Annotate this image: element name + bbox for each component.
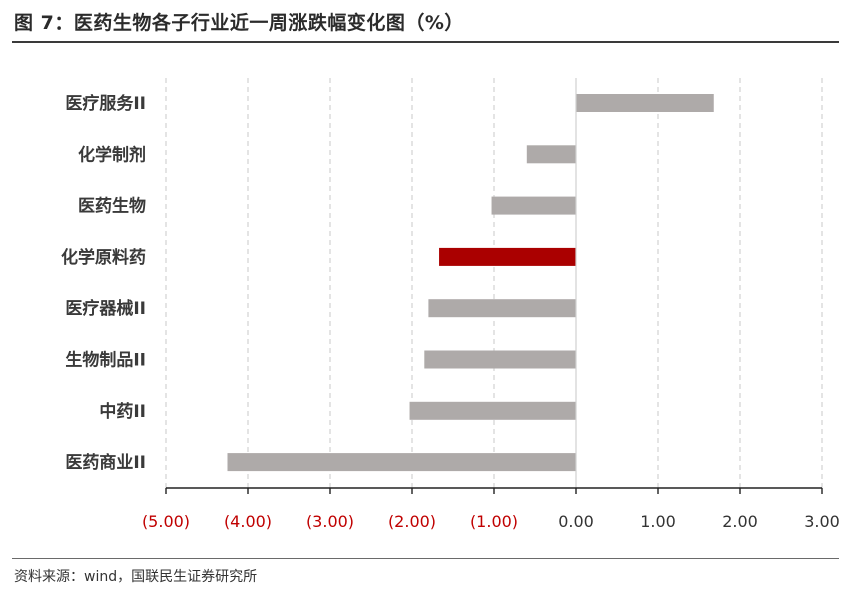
bar <box>576 94 714 112</box>
x-tick-label: 1.00 <box>640 512 676 531</box>
x-tick-label: (5.00) <box>142 512 190 531</box>
bar <box>409 401 576 420</box>
bar <box>424 350 576 369</box>
x-tick-label: 3.00 <box>804 512 840 531</box>
x-tick-label: 0.00 <box>558 512 594 531</box>
source-note: 资料来源：wind，国联民生证券研究所 <box>14 569 258 585</box>
bars <box>227 94 714 472</box>
category-label: 生物制品II <box>65 350 146 371</box>
bar <box>491 196 576 215</box>
axes <box>165 78 823 494</box>
x-tick-label: 2.00 <box>722 512 758 531</box>
category-label: 中药II <box>99 401 146 422</box>
bottom-rule <box>12 558 839 559</box>
category-label: 化学原料药 <box>61 247 146 268</box>
bar <box>428 299 576 318</box>
figure-title: 图 7：医药生物各子行业近一周涨跌幅变化图（%） <box>14 12 464 34</box>
gridlines <box>165 78 823 488</box>
category-label: 医药商业II <box>65 452 146 473</box>
category-label: 医疗器械II <box>65 298 146 319</box>
x-tick-label: (1.00) <box>470 512 518 531</box>
bar <box>227 453 576 472</box>
title-rule <box>12 41 839 43</box>
x-tick-label: (3.00) <box>306 512 354 531</box>
x-tick-label: (2.00) <box>388 512 436 531</box>
category-label: 医疗服务II <box>65 93 146 114</box>
category-label: 化学制剂 <box>78 144 146 165</box>
bar <box>526 145 576 164</box>
x-tick-label: (4.00) <box>224 512 272 531</box>
category-label: 医药生物 <box>78 196 146 217</box>
bar <box>439 247 576 266</box>
